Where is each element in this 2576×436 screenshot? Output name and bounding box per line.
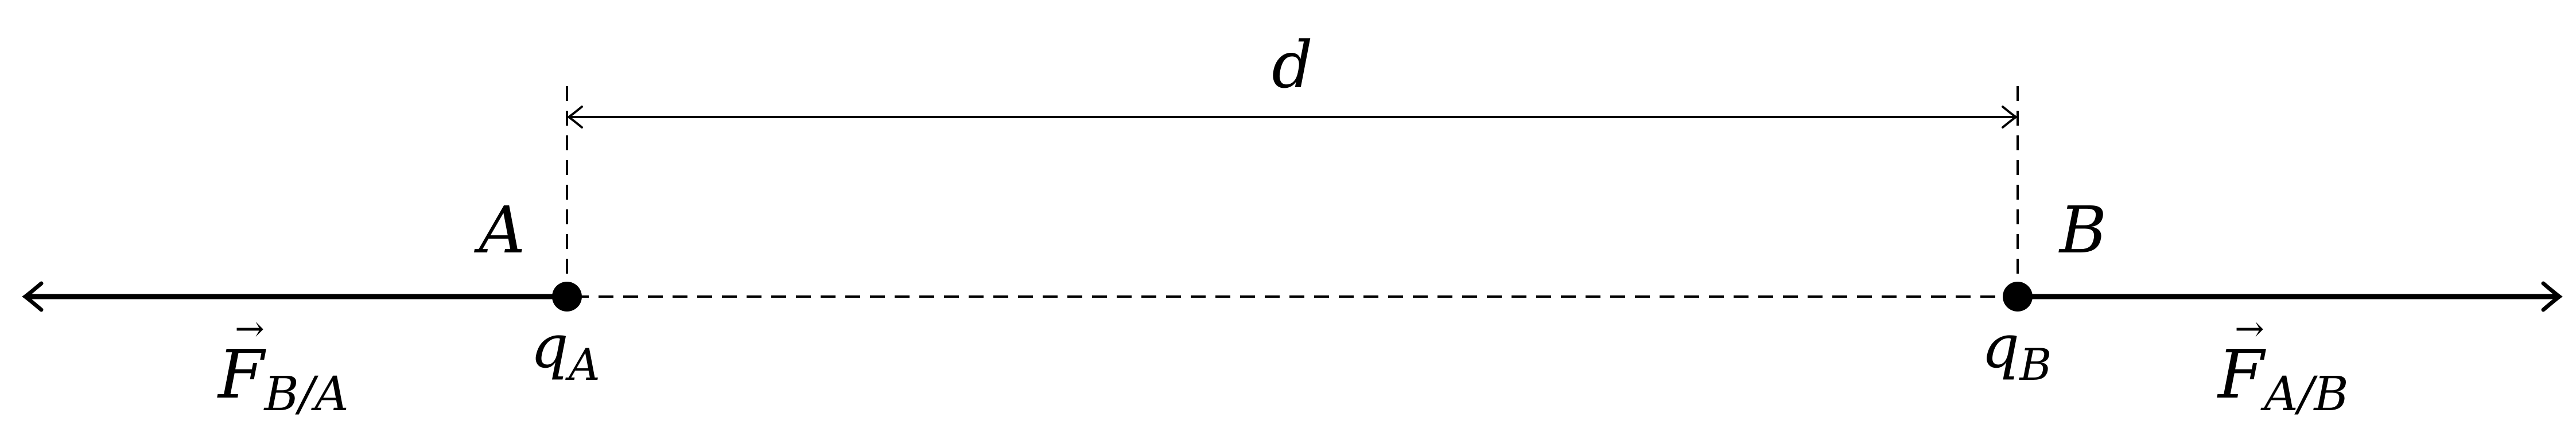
charge-a-point (552, 282, 582, 312)
dimension-arrowhead-right (2002, 106, 2018, 129)
force-a-on-b-subscript: A/B (2260, 367, 2349, 422)
charge-b-subscript: B (2018, 339, 2052, 390)
force-b-on-a-text: FB/A (217, 336, 349, 422)
charge-a-symbol: q (530, 312, 569, 382)
force-arrowhead-right (2541, 281, 2563, 312)
dimension-arrowhead-left (566, 106, 583, 129)
charge-a-label: qA (530, 312, 600, 390)
force-a-on-b-vector-arrow: → (2235, 307, 2264, 349)
charge-b-symbol: q (1981, 312, 2020, 382)
force-b-on-a-subscript: B/A (263, 367, 349, 422)
point-a-label: A (474, 193, 526, 268)
force-b-on-a-vector-arrow: → (235, 307, 265, 349)
force-a-on-b-symbol: F (2217, 336, 2266, 414)
force-label-a-on-b: → FA/B (2217, 307, 2349, 422)
force-label-b-on-a: → FB/A (217, 307, 349, 422)
charge-a-subscript: A (565, 339, 600, 390)
charge-b-point (2003, 282, 2033, 312)
force-vector-on-a (22, 281, 566, 312)
distance-label: d (1272, 28, 1313, 103)
force-b-on-a-symbol: F (217, 336, 266, 414)
force-arrowhead-left (22, 281, 44, 312)
force-a-on-b-text: FA/B (2217, 336, 2349, 422)
charge-b-label: qB (1981, 312, 2052, 390)
force-vector-on-b (2019, 281, 2563, 312)
point-b-label: B (2058, 193, 2107, 268)
distance-dimension-line (566, 106, 2018, 129)
